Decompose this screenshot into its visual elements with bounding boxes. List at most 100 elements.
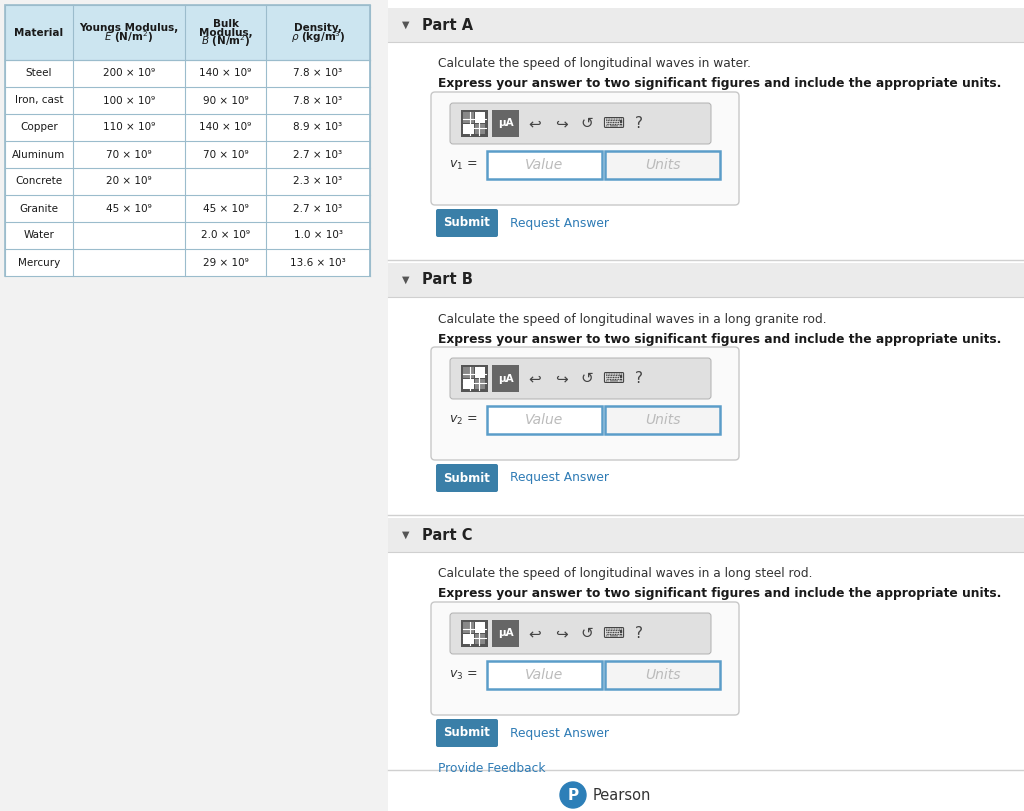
FancyBboxPatch shape	[474, 622, 485, 633]
FancyBboxPatch shape	[6, 88, 369, 114]
Text: Part B: Part B	[422, 272, 473, 288]
Text: 29 × 10⁹: 29 × 10⁹	[203, 258, 249, 268]
Text: Bulk: Bulk	[213, 19, 239, 29]
FancyBboxPatch shape	[436, 209, 498, 237]
Text: 140 × 10⁹: 140 × 10⁹	[200, 68, 252, 79]
Text: 8.9 × 10³: 8.9 × 10³	[294, 122, 343, 132]
FancyBboxPatch shape	[474, 633, 485, 644]
Text: 70 × 10⁹: 70 × 10⁹	[106, 149, 152, 160]
Text: Submit: Submit	[443, 217, 490, 230]
Text: Calculate the speed of longitudinal waves in a long steel rod.: Calculate the speed of longitudinal wave…	[438, 568, 812, 581]
FancyBboxPatch shape	[487, 406, 602, 434]
Text: Value: Value	[525, 668, 563, 682]
Text: Units: Units	[645, 668, 680, 682]
Text: ↩: ↩	[528, 116, 542, 131]
FancyBboxPatch shape	[474, 367, 485, 377]
FancyBboxPatch shape	[463, 112, 473, 122]
FancyBboxPatch shape	[6, 114, 369, 140]
FancyBboxPatch shape	[463, 123, 473, 134]
FancyBboxPatch shape	[463, 379, 473, 389]
Text: Units: Units	[645, 413, 680, 427]
Text: ?: ?	[635, 371, 643, 386]
FancyBboxPatch shape	[461, 110, 488, 137]
Text: Iron, cast: Iron, cast	[14, 96, 63, 105]
Text: ▼: ▼	[402, 20, 410, 30]
FancyBboxPatch shape	[461, 620, 488, 647]
FancyBboxPatch shape	[6, 250, 369, 276]
FancyBboxPatch shape	[388, 518, 1024, 552]
Text: ?: ?	[635, 116, 643, 131]
Text: 1.0 × 10³: 1.0 × 10³	[294, 230, 342, 241]
FancyBboxPatch shape	[388, 0, 1024, 811]
Text: μA: μA	[498, 629, 513, 638]
FancyBboxPatch shape	[463, 367, 473, 377]
Text: Submit: Submit	[443, 471, 490, 484]
Text: Modulus,: Modulus,	[199, 28, 252, 37]
FancyBboxPatch shape	[450, 358, 711, 399]
FancyBboxPatch shape	[436, 719, 498, 747]
Text: 110 × 10⁹: 110 × 10⁹	[102, 122, 155, 132]
Text: ↩: ↩	[528, 371, 542, 386]
Text: Provide Feedback: Provide Feedback	[438, 762, 546, 775]
FancyBboxPatch shape	[492, 620, 519, 647]
Text: ↺: ↺	[581, 116, 593, 131]
FancyBboxPatch shape	[431, 347, 739, 460]
Text: Part C: Part C	[422, 527, 472, 543]
Text: ↺: ↺	[581, 371, 593, 386]
Text: 45 × 10⁹: 45 × 10⁹	[106, 204, 152, 213]
Text: $B$ (N/m$^2$): $B$ (N/m$^2$)	[201, 33, 250, 49]
Text: ⌨: ⌨	[602, 626, 624, 641]
FancyBboxPatch shape	[605, 151, 720, 179]
Text: Mercury: Mercury	[17, 258, 60, 268]
FancyBboxPatch shape	[492, 365, 519, 392]
Text: Concrete: Concrete	[15, 177, 62, 187]
Text: Water: Water	[24, 230, 54, 241]
Text: Granite: Granite	[19, 204, 58, 213]
FancyBboxPatch shape	[6, 222, 369, 248]
Text: Value: Value	[525, 413, 563, 427]
Text: Calculate the speed of longitudinal waves in water.: Calculate the speed of longitudinal wave…	[438, 58, 751, 71]
Text: 13.6 × 10³: 13.6 × 10³	[290, 258, 346, 268]
FancyBboxPatch shape	[463, 622, 473, 633]
FancyBboxPatch shape	[474, 379, 485, 389]
Text: Part A: Part A	[422, 18, 473, 32]
Text: ↺: ↺	[581, 626, 593, 641]
Text: ↩: ↩	[528, 626, 542, 641]
Text: 2.0 × 10⁹: 2.0 × 10⁹	[201, 230, 250, 241]
Text: Request Answer: Request Answer	[510, 217, 609, 230]
FancyBboxPatch shape	[6, 195, 369, 221]
FancyBboxPatch shape	[431, 92, 739, 205]
FancyBboxPatch shape	[450, 613, 711, 654]
Text: 45 × 10⁹: 45 × 10⁹	[203, 204, 249, 213]
FancyBboxPatch shape	[474, 123, 485, 134]
Text: Youngs Modulus,: Youngs Modulus,	[80, 24, 178, 33]
Text: 20 × 10⁹: 20 × 10⁹	[106, 177, 152, 187]
Text: 140 × 10⁹: 140 × 10⁹	[200, 122, 252, 132]
Text: ↪: ↪	[555, 371, 567, 386]
Circle shape	[560, 782, 586, 808]
Text: P: P	[567, 787, 579, 803]
FancyBboxPatch shape	[6, 169, 369, 195]
FancyBboxPatch shape	[461, 365, 488, 392]
Text: Steel: Steel	[26, 68, 52, 79]
Text: $v_3$ =: $v_3$ =	[449, 668, 477, 681]
Text: Copper: Copper	[20, 122, 58, 132]
Text: ▼: ▼	[402, 530, 410, 540]
Text: 200 × 10⁹: 200 × 10⁹	[103, 68, 155, 79]
Text: Pearson: Pearson	[593, 787, 651, 803]
FancyBboxPatch shape	[5, 5, 370, 276]
Text: ▼: ▼	[402, 275, 410, 285]
Text: Request Answer: Request Answer	[510, 727, 609, 740]
Text: Express your answer to two significant figures and include the appropriate units: Express your answer to two significant f…	[438, 78, 1001, 91]
Text: Express your answer to two significant figures and include the appropriate units: Express your answer to two significant f…	[438, 587, 1001, 600]
FancyBboxPatch shape	[487, 661, 602, 689]
Text: ↪: ↪	[555, 116, 567, 131]
FancyBboxPatch shape	[492, 110, 519, 137]
FancyBboxPatch shape	[605, 661, 720, 689]
FancyBboxPatch shape	[388, 8, 1024, 42]
Text: Express your answer to two significant figures and include the appropriate units: Express your answer to two significant f…	[438, 333, 1001, 345]
FancyBboxPatch shape	[6, 141, 369, 168]
FancyBboxPatch shape	[463, 633, 473, 644]
FancyBboxPatch shape	[431, 602, 739, 715]
Text: Value: Value	[525, 158, 563, 172]
